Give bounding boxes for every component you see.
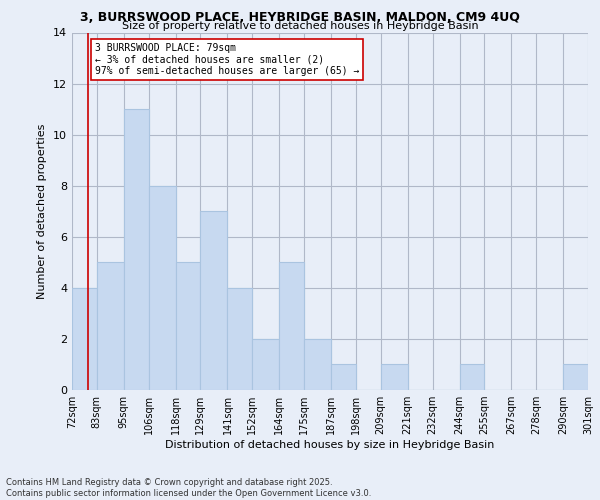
Bar [304, 339, 331, 390]
Bar [200, 211, 227, 390]
Bar [280, 262, 304, 390]
X-axis label: Distribution of detached houses by size in Heybridge Basin: Distribution of detached houses by size … [166, 440, 494, 450]
Bar [460, 364, 484, 390]
Text: 3 BURRSWOOD PLACE: 79sqm
← 3% of detached houses are smaller (2)
97% of semi-det: 3 BURRSWOOD PLACE: 79sqm ← 3% of detache… [95, 42, 359, 76]
Bar [563, 364, 588, 390]
Bar [380, 364, 408, 390]
Bar [176, 262, 200, 390]
Text: 3, BURRSWOOD PLACE, HEYBRIDGE BASIN, MALDON, CM9 4UQ: 3, BURRSWOOD PLACE, HEYBRIDGE BASIN, MAL… [80, 11, 520, 24]
Bar [252, 339, 280, 390]
Bar [227, 288, 252, 390]
Bar [331, 364, 356, 390]
Bar [149, 186, 176, 390]
Bar [97, 262, 124, 390]
Y-axis label: Number of detached properties: Number of detached properties [37, 124, 47, 299]
Bar [72, 288, 97, 390]
Text: Size of property relative to detached houses in Heybridge Basin: Size of property relative to detached ho… [122, 21, 478, 31]
Bar [124, 109, 149, 390]
Text: Contains HM Land Registry data © Crown copyright and database right 2025.
Contai: Contains HM Land Registry data © Crown c… [6, 478, 371, 498]
